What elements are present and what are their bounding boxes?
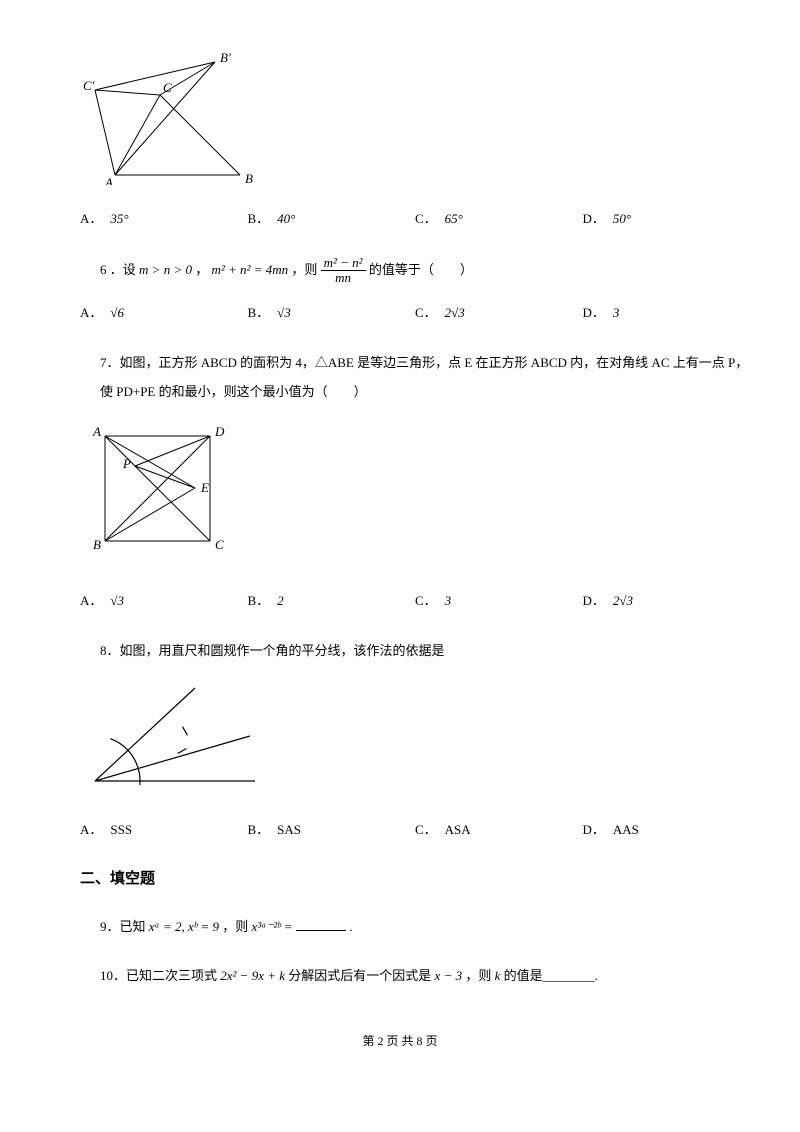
q6-options: A．√6 B．√3 C．2√3 D．3	[80, 301, 750, 324]
opt-value: 35°	[110, 207, 128, 230]
q7-figure: A D B C E P	[80, 416, 750, 573]
q5-options: A． 35° B． 40° C． 65° D． 50°	[80, 207, 750, 230]
q8-opt-d: D．AAS	[583, 818, 751, 841]
q6-opt-b: B．√3	[248, 301, 416, 324]
q9-text: 9．已知 xᵃ = 2, xᵇ = 9 ，则 x³ᵃ⁻²ᵇ = .	[100, 913, 750, 942]
q6-fraction: m² − n²mn	[321, 256, 366, 286]
q7-opt-b: B．2	[248, 589, 416, 612]
q10-text: 10．已知二次三项式 2x² − 9x + k 分解因式后有一个因式是 x − …	[100, 962, 750, 991]
q-suffix: 的值等于（ ）	[369, 262, 473, 277]
q5-opt-b: B． 40°	[248, 207, 416, 230]
svg-text:C: C	[163, 80, 172, 95]
q6-opt-c: C．2√3	[415, 301, 583, 324]
q5-opt-a: A． 35°	[80, 207, 248, 230]
q8-opt-a: A．SSS	[80, 818, 248, 841]
q7-opt-c: C．3	[415, 589, 583, 612]
q9-blank	[296, 916, 346, 931]
q8-options: A．SSS B．SAS C．ASA D．AAS	[80, 818, 750, 841]
opt-label: C．	[415, 207, 437, 230]
svg-text:A: A	[92, 424, 101, 439]
q5-opt-c: C． 65°	[415, 207, 583, 230]
page-footer: 第 2 页 共 8 页	[50, 1031, 750, 1053]
q-body: ．如图，正方形 ABCD 的面积为 4，△ABE 是等边三角形，点 E 在正方形…	[100, 355, 748, 399]
q8-opt-b: B．SAS	[248, 818, 416, 841]
q7-opt-a: A．√3	[80, 589, 248, 612]
section2-title: 二、填空题	[80, 866, 750, 893]
q6-opt-a: A．√6	[80, 301, 248, 324]
q-prefix: ．设	[110, 262, 136, 277]
svg-text:B': B'	[220, 50, 231, 65]
q5-opt-d: D． 50°	[583, 207, 751, 230]
svg-text:A: A	[104, 175, 113, 185]
q8-opt-c: C．ASA	[415, 818, 583, 841]
q-num: 6	[100, 262, 107, 277]
svg-text:C': C'	[83, 78, 95, 93]
q6-cond2: m² + n² = 4mn	[211, 262, 288, 277]
svg-text:D: D	[214, 424, 225, 439]
q7-text: 7．如图，正方形 ABCD 的面积为 4，△ABE 是等边三角形，点 E 在正方…	[100, 349, 750, 406]
q7-opt-d: D．2√3	[583, 589, 751, 612]
svg-text:C: C	[215, 537, 224, 552]
svg-text:B: B	[245, 171, 253, 185]
svg-text:E: E	[200, 480, 209, 495]
opt-label: A．	[80, 207, 102, 230]
q8-text: 8．如图，用直尺和圆规作一个角的平分线，该作法的依据是	[100, 637, 750, 666]
opt-label: B．	[248, 207, 270, 230]
svg-text:B: B	[93, 537, 101, 552]
q5-figure: A B C B' C'	[80, 50, 750, 192]
q6-text: 6 ．设 m > n > 0 ， m² + n² = 4mn ，则 m² − n…	[100, 256, 750, 286]
q6-cond1: m > n > 0	[139, 262, 192, 277]
opt-label: D．	[583, 207, 605, 230]
q-body: ．如图，用直尺和圆规作一个角的平分线，该作法的依据是	[107, 643, 445, 658]
svg-text:P: P	[122, 456, 131, 471]
q6-opt-d: D．3	[583, 301, 751, 324]
opt-value: 65°	[445, 207, 463, 230]
q8-figure	[80, 676, 750, 803]
opt-value: 40°	[277, 207, 295, 230]
opt-value: 50°	[613, 207, 631, 230]
q7-options: A．√3 B．2 C．3 D．2√3	[80, 589, 750, 612]
